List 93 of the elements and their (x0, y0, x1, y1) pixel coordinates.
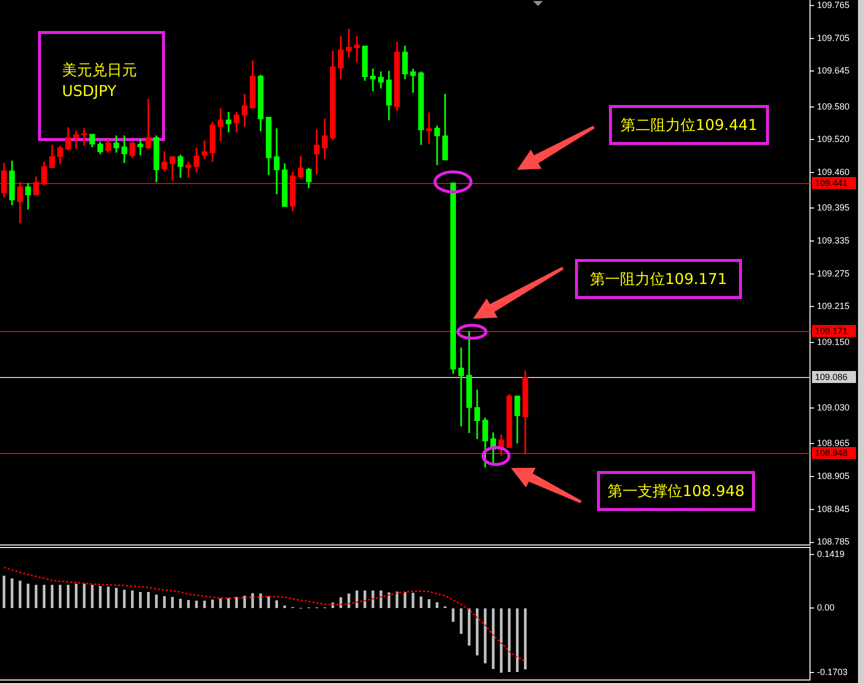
ref-line-label: 109.171 (815, 326, 848, 336)
candlestick (218, 108, 224, 142)
candlestick (370, 68, 376, 92)
bar (163, 596, 166, 608)
bar (428, 599, 430, 608)
bar (58, 584, 62, 608)
frame: 第二阻力位109.441 (609, 105, 769, 145)
bar (219, 598, 222, 608)
bar (484, 608, 487, 664)
bar (227, 598, 230, 608)
bar (259, 594, 262, 608)
bar (372, 590, 374, 608)
bar (34, 584, 38, 608)
bar (203, 600, 206, 608)
candlestick (202, 140, 208, 160)
bar (412, 592, 414, 608)
bar (82, 584, 86, 608)
bar (114, 588, 118, 608)
frame: 第一支撑位108.948 (597, 471, 755, 511)
y-tick-label: 109.275 (817, 268, 850, 278)
bar (66, 584, 70, 608)
bar (516, 608, 519, 672)
bar (283, 606, 286, 608)
y-tick-label: 0.1419 (817, 549, 845, 560)
candlestick (186, 162, 192, 178)
candlestick (434, 126, 440, 166)
bar (147, 592, 150, 608)
bar (26, 584, 30, 608)
bar (404, 592, 406, 608)
bar (420, 596, 422, 608)
bar (492, 608, 495, 669)
candlestick (226, 112, 232, 132)
ref-line-label: 109.086 (815, 372, 848, 382)
y-tick-label: 109.460 (817, 167, 850, 178)
y-tick-label: 109.645 (817, 66, 850, 76)
y-tick-label: 108.905 (817, 471, 850, 482)
bar (251, 593, 254, 608)
bar (452, 608, 454, 622)
y-tick-label: 109.150 (817, 336, 850, 347)
bar (98, 586, 102, 608)
y-tick-label: 108.845 (817, 504, 850, 514)
bar (195, 600, 198, 608)
bar (50, 584, 54, 608)
y-tick-label: 109.030 (817, 402, 850, 413)
y-tick-label: 109.580 (817, 101, 850, 112)
y-tick-label: 108.785 (817, 536, 850, 547)
bar (524, 608, 527, 670)
bar (106, 586, 110, 608)
bar (179, 598, 182, 608)
bar (388, 592, 390, 608)
bar (2, 576, 6, 608)
bar (267, 596, 270, 608)
y-tick-label: 109.705 (817, 32, 850, 43)
bar (42, 584, 46, 608)
bar (139, 592, 142, 608)
candlestick (410, 68, 416, 93)
frame: 第一阻力位109.171 (575, 259, 742, 299)
y-tick-label: 109.520 (817, 134, 850, 144)
annotation: 第一阻力位109.171 (590, 270, 728, 288)
ref-line-label: 109.441 (815, 178, 848, 188)
y-tick-label: 109.335 (817, 235, 850, 246)
y-tick-label: 109.395 (817, 202, 850, 213)
bar (155, 594, 158, 608)
bar (211, 600, 214, 608)
bar (10, 578, 14, 608)
y-tick-label: 0.00 (817, 602, 835, 613)
bar (500, 608, 503, 673)
y-tick-label: -0.1703 (817, 667, 848, 678)
bar (130, 590, 134, 608)
bar (436, 602, 438, 608)
y-tick-label: 108.965 (817, 438, 850, 448)
y-tick-label: 109.765 (817, 0, 850, 10)
bar (380, 590, 382, 608)
bar (171, 596, 174, 608)
text: 美元兑日元 (62, 61, 137, 79)
bar (396, 592, 398, 608)
annotation: 第二阻力位109.441 (620, 116, 758, 134)
bar (275, 600, 278, 608)
bar (468, 608, 470, 646)
candlestick (426, 112, 432, 144)
ref-line-label: 108.948 (815, 448, 848, 458)
bar (460, 608, 462, 634)
bar (508, 608, 511, 672)
bar (18, 580, 22, 608)
bar (187, 600, 190, 608)
bar (74, 584, 78, 608)
bar (90, 584, 94, 608)
line-series (3, 566, 526, 662)
text: USDJPY (62, 82, 116, 100)
bar (476, 608, 479, 656)
bar (122, 590, 126, 608)
annotation: 第一支撑位108.948 (607, 482, 745, 500)
y-tick-label: 109.215 (817, 301, 850, 312)
